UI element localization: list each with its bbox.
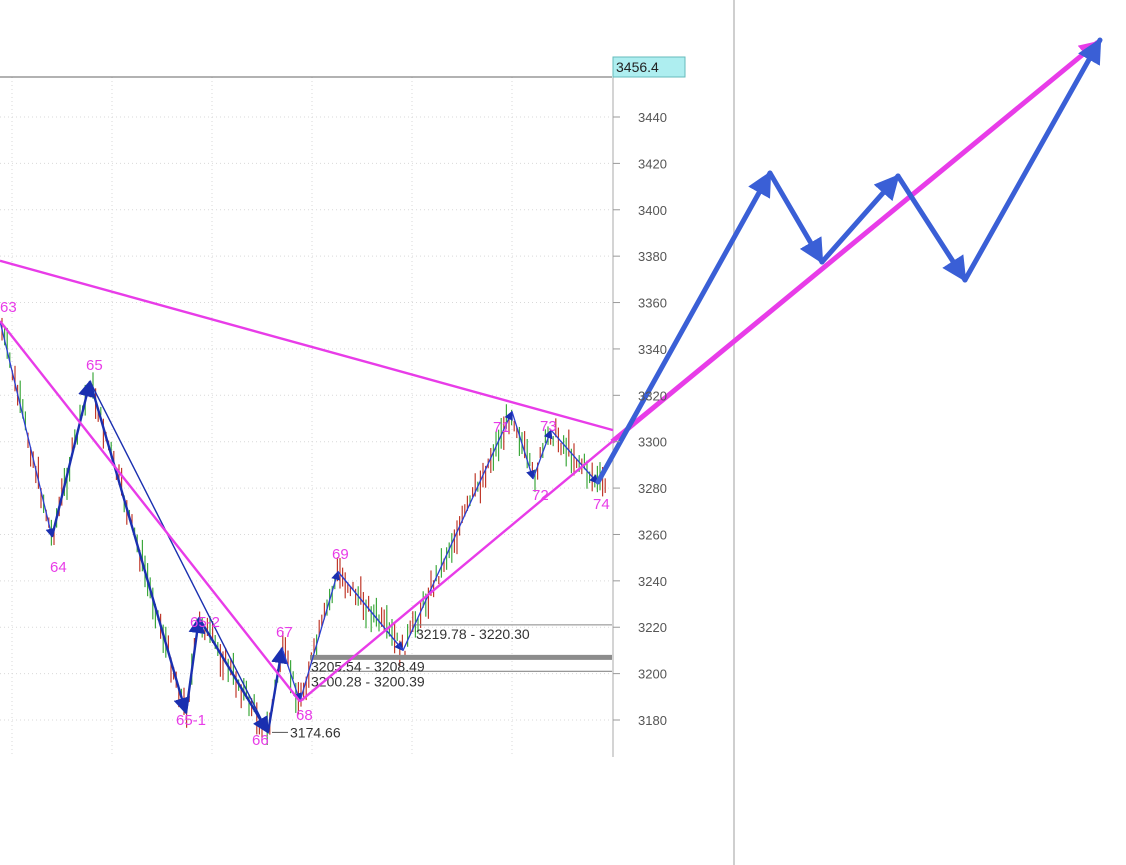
trend-lines bbox=[0, 40, 1100, 703]
wave-segment bbox=[50, 379, 95, 538]
level-annotation: 3200.28 - 3200.39 bbox=[311, 673, 425, 689]
projection-arrow bbox=[595, 170, 773, 485]
wave-label: 73 bbox=[540, 418, 557, 435]
trend-line-down bbox=[0, 320, 301, 703]
wave-label: 72 bbox=[532, 487, 549, 504]
wave-label: 65-1 bbox=[176, 712, 206, 729]
wave-segment bbox=[197, 617, 270, 734]
y-tick-label: 3300 bbox=[638, 435, 667, 450]
price-levels: 3219.78 - 3220.30 3205.54 - 3208.493200.2… bbox=[272, 624, 612, 740]
projection-arrow bbox=[767, 170, 825, 265]
level-annotation: 3219.78 - 3220.30 bbox=[416, 626, 530, 642]
wave-segment bbox=[266, 646, 288, 733]
projection-arrows bbox=[595, 37, 1103, 485]
y-tick-label: 3240 bbox=[638, 574, 667, 589]
wave-label: 65 bbox=[86, 357, 103, 374]
projection-arrow bbox=[895, 173, 968, 283]
wave-segment bbox=[337, 571, 404, 651]
projection-arrow bbox=[819, 173, 901, 265]
wave-segment bbox=[511, 411, 535, 480]
wave-label: 63 bbox=[0, 299, 17, 316]
wave-segment bbox=[550, 429, 599, 485]
current-price-box bbox=[612, 56, 686, 78]
wave-segment bbox=[0, 320, 55, 538]
y-tick-label: 3440 bbox=[638, 110, 667, 125]
y-axis: 3180 3200 3220 3240 3260 3280 3300 3320 3340 3360… bbox=[613, 110, 667, 728]
wave-label: 74 bbox=[593, 496, 610, 513]
wave-segment bbox=[184, 616, 206, 714]
wave-label: 71 bbox=[493, 419, 510, 436]
y-tick-label: 3380 bbox=[638, 249, 667, 264]
wave-segment bbox=[299, 570, 341, 702]
wave-segment bbox=[89, 381, 269, 733]
wave-label: 67 bbox=[276, 624, 293, 641]
wave-label: 69 bbox=[332, 546, 349, 563]
y-tick-label: 3400 bbox=[638, 203, 667, 218]
projection-trend-arrow bbox=[610, 40, 1100, 444]
y-tick-label: 3420 bbox=[638, 156, 667, 171]
y-tick-label: 3200 bbox=[638, 667, 667, 682]
wave-labels: 63 64 65 65-1 65-2 66 67 68 69 71 72 73 74 bbox=[0, 299, 610, 749]
y-tick-label: 3340 bbox=[638, 342, 667, 357]
wave-label: 68 bbox=[296, 707, 313, 724]
y-tick-label: 3260 bbox=[638, 527, 667, 542]
wave-label: 66 bbox=[252, 732, 269, 749]
y-tick-label: 3320 bbox=[638, 388, 667, 403]
wave-label: 65-2 bbox=[190, 614, 220, 631]
trend-line-resistance bbox=[0, 259, 614, 432]
wave-segment bbox=[402, 410, 513, 651]
y-tick-label: 3280 bbox=[638, 481, 667, 496]
wave-label: 64 bbox=[50, 559, 67, 576]
y-tick-label: 3180 bbox=[638, 713, 667, 728]
trend-line-up bbox=[299, 440, 613, 703]
y-tick-label: 3220 bbox=[638, 620, 667, 635]
wave-segment bbox=[532, 429, 553, 480]
projection-arrow bbox=[962, 37, 1103, 283]
y-tick-label: 3360 bbox=[638, 296, 667, 311]
level-annotation: 3205.54 - 3208.49 bbox=[311, 658, 425, 674]
level-annotation: 3174.66 bbox=[290, 724, 341, 740]
wave-segment bbox=[281, 647, 302, 703]
wave-lines bbox=[0, 320, 599, 734]
plot-area bbox=[0, 57, 685, 757]
current-price-label: 3456.4 bbox=[616, 59, 659, 75]
wave-segment bbox=[88, 381, 190, 715]
